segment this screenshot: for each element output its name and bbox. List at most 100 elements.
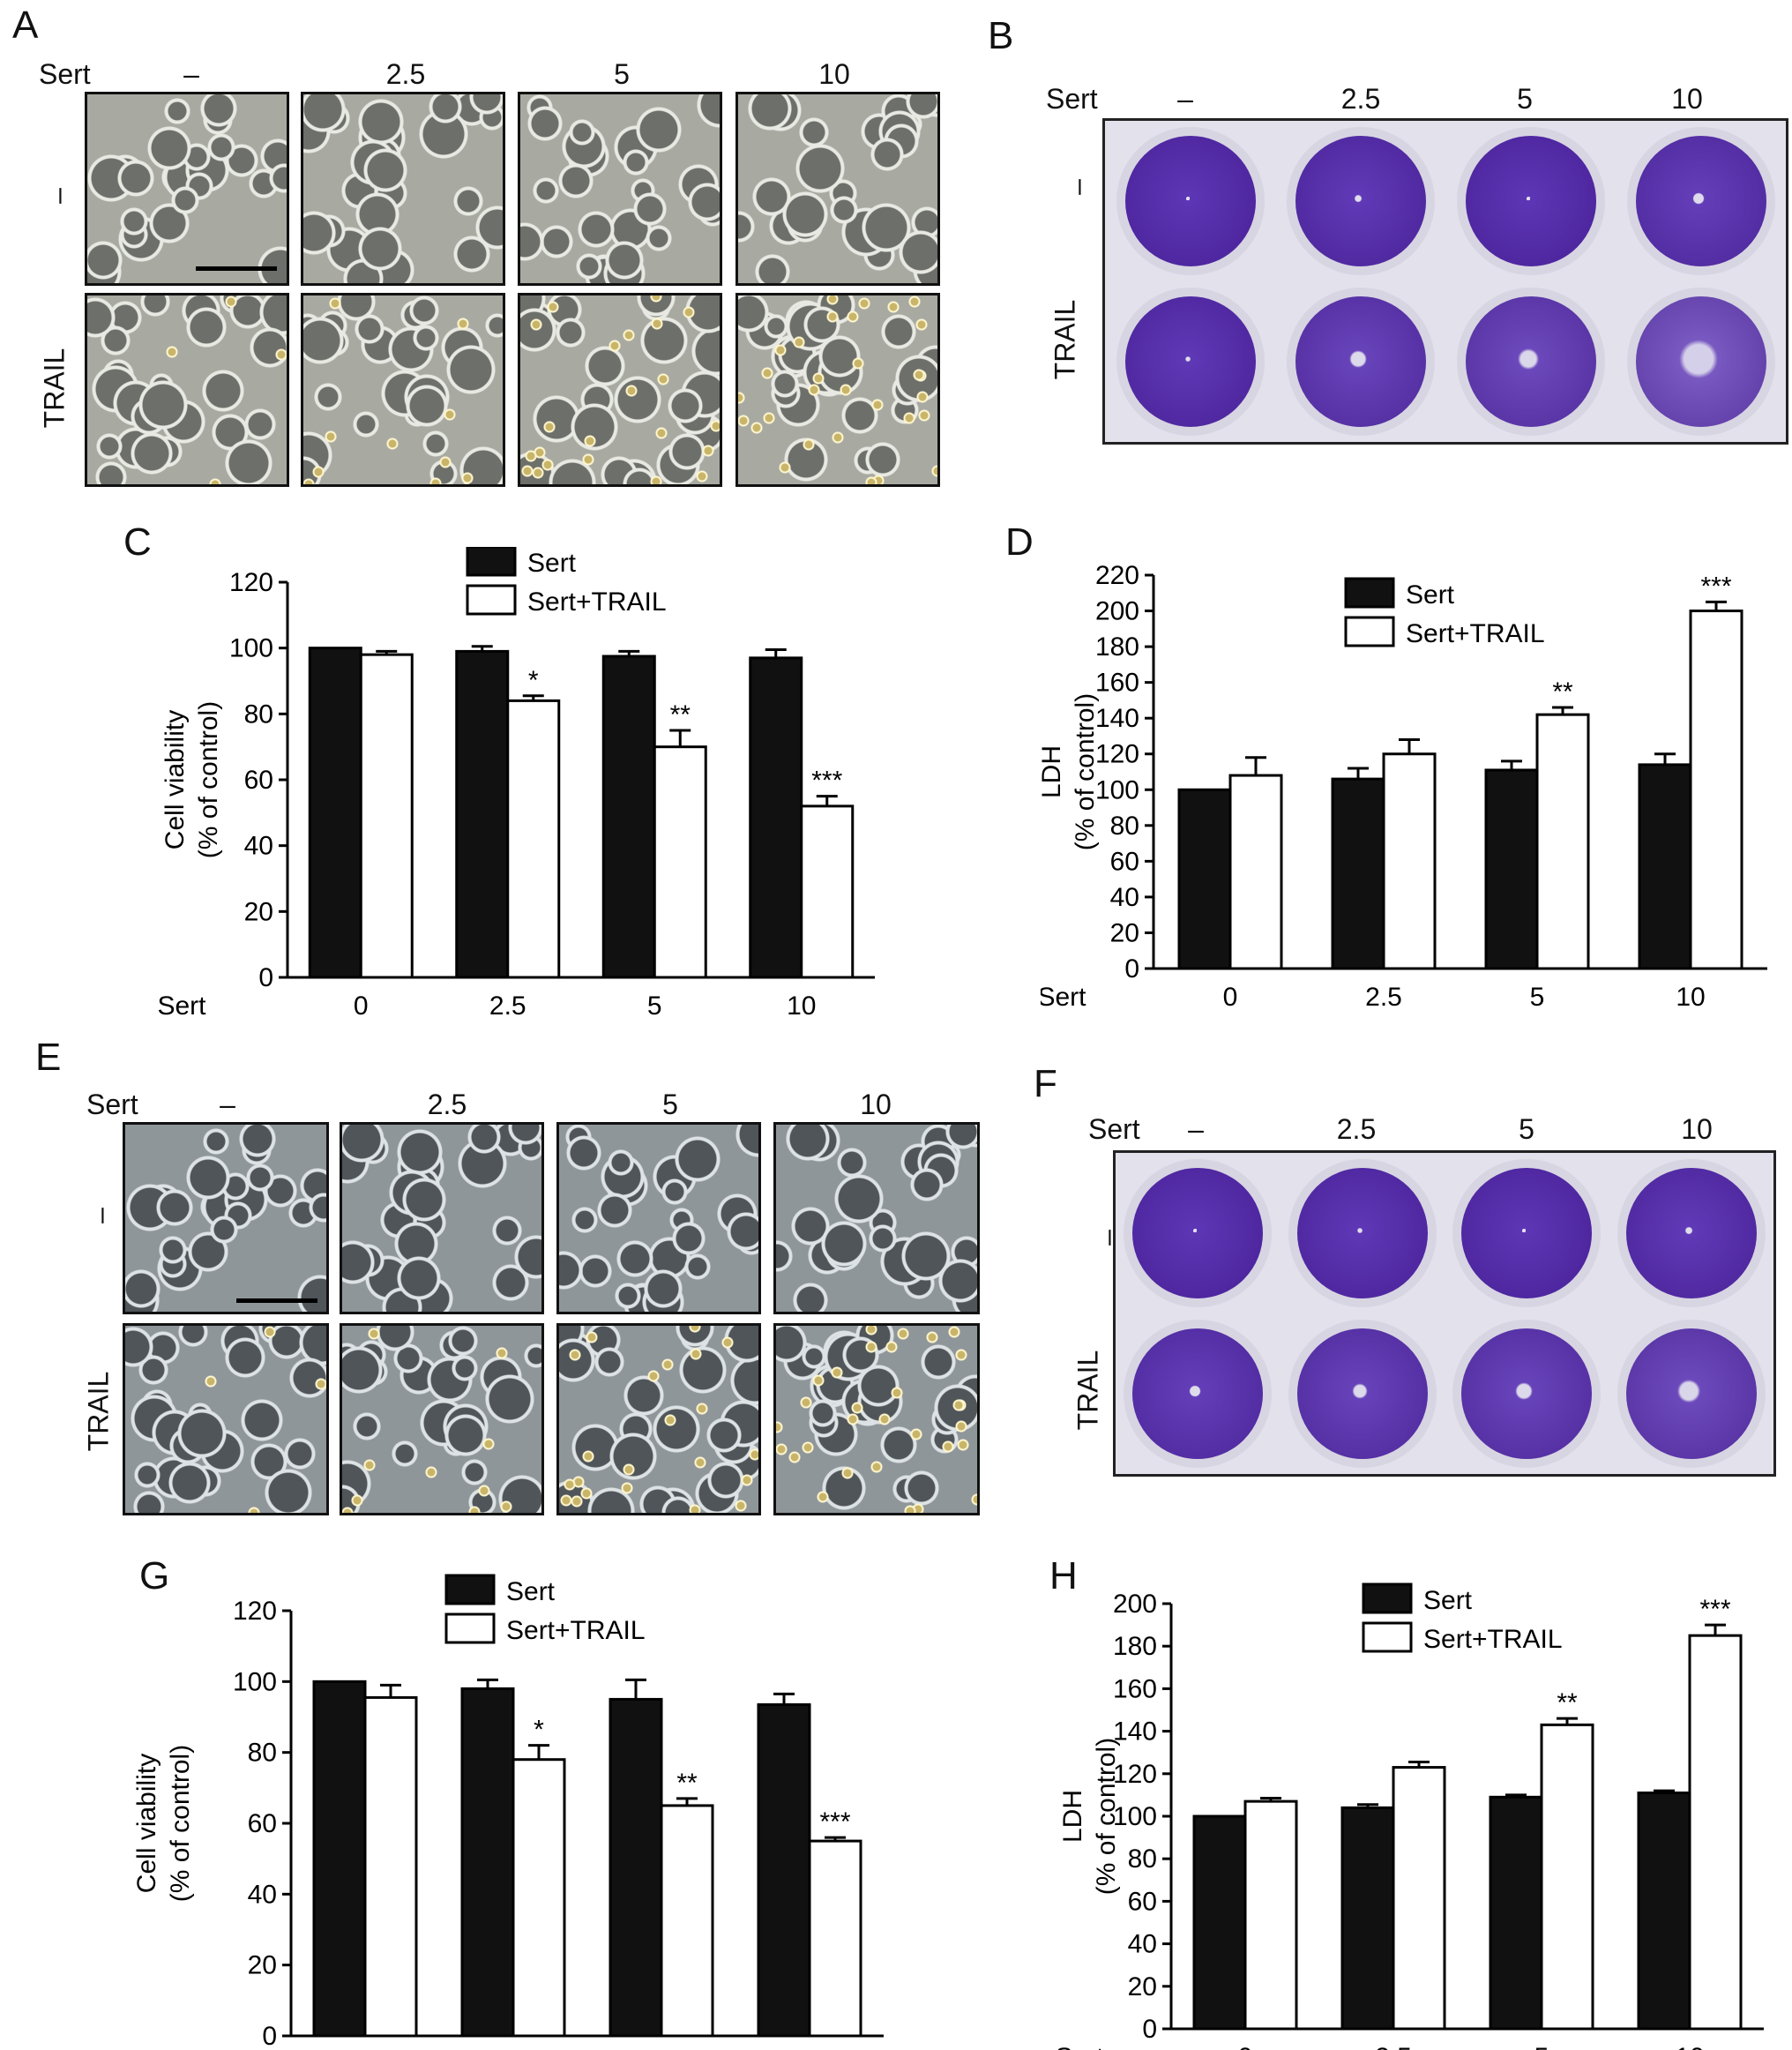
legend-swatch — [1344, 577, 1395, 609]
significance-label: *** — [819, 1807, 850, 1837]
row-label-e-1: TRAIL — [82, 1371, 115, 1452]
col-label-a-2: 5 — [614, 58, 630, 90]
y-tick-label: 80 — [1110, 812, 1139, 841]
legend-label: Sert — [1406, 580, 1455, 610]
y-axis-label: Cell viability — [161, 710, 190, 849]
significance-label: ** — [1557, 1688, 1578, 1717]
micrograph-e-r1-c3 — [773, 1323, 980, 1515]
panel-letter-f: F — [1034, 1062, 1057, 1105]
y-tick-label: 20 — [248, 1951, 277, 1980]
y-axis-label-unit: (% of control) — [166, 1745, 195, 1902]
panel-letter-h: H — [1049, 1554, 1078, 1597]
bar-sert — [1340, 1806, 1395, 2031]
scale-bar-e — [236, 1298, 317, 1303]
bar-sert — [1484, 768, 1539, 970]
y-axis-label-unit: (% of control) — [1071, 693, 1100, 850]
significance-label: *** — [1699, 1595, 1730, 1624]
legend-swatch — [444, 1612, 496, 1644]
legend-label: Sert+TRAIL — [506, 1616, 646, 1645]
bar-sert-trail — [363, 1695, 418, 2038]
y-axis-label-unit: (% of control) — [1092, 1738, 1121, 1895]
significance-label: ** — [676, 1769, 698, 1798]
col-label-b-0: – — [1177, 83, 1193, 115]
y-tick-label: 100 — [1095, 775, 1139, 804]
plate-well — [1124, 1159, 1273, 1307]
micrograph-a-r0-c2 — [518, 92, 722, 286]
col-label-a-0: – — [183, 58, 199, 90]
micrograph-e-r1-c0 — [123, 1323, 329, 1515]
y-tick-label: 140 — [1113, 1717, 1157, 1747]
micrograph-e-r1-c2 — [556, 1323, 761, 1515]
col-label-e-2: 5 — [662, 1089, 678, 1120]
y-tick-label: 40 — [1128, 1930, 1157, 1959]
legend-label: Sert — [506, 1577, 556, 1606]
col-label-e-0: – — [220, 1089, 235, 1120]
x-axis-label: Sert — [1041, 983, 1086, 1012]
micrograph-a-r1-c3 — [735, 293, 940, 487]
row-label-a-1: TRAIL — [38, 348, 71, 429]
y-tick-label: 180 — [1095, 632, 1139, 662]
legend-label: Sert+TRAIL — [1423, 1625, 1563, 1654]
bar-sert-trail — [1540, 1723, 1594, 2031]
x-axis-label: Sert — [157, 991, 206, 1021]
col-label-e-1: 2.5 — [427, 1089, 467, 1120]
micrograph-e-r0-c0 — [123, 1122, 329, 1314]
y-tick-label: 0 — [1142, 2015, 1157, 2044]
plate-well — [1456, 127, 1605, 275]
bar-sert — [749, 656, 803, 979]
bar-sert — [757, 1702, 811, 2038]
significance-label: * — [534, 1716, 544, 1745]
x-tick-label: 0 — [1238, 2043, 1253, 2050]
bar-sert-trail — [506, 699, 561, 979]
plate-well — [1286, 127, 1435, 275]
y-tick-label: 0 — [258, 963, 273, 992]
y-tick-label: 40 — [1110, 883, 1139, 912]
plate-well — [1116, 127, 1265, 275]
row-label-f-1: TRAIL — [1071, 1350, 1104, 1431]
y-tick-label: 0 — [1124, 954, 1139, 984]
panel-letter-a: A — [12, 4, 39, 47]
col-label-f-0: – — [1188, 1113, 1204, 1145]
plate-well — [1617, 1320, 1766, 1468]
micrograph-a-r1-c2 — [518, 293, 722, 487]
sert-label-b: Sert — [1046, 83, 1098, 115]
x-tick-label: 5 — [1530, 983, 1545, 1012]
y-tick-label: 60 — [248, 1809, 277, 1838]
micrograph-a-r1-c0 — [85, 293, 289, 487]
y-tick-label: 80 — [248, 1739, 277, 1768]
y-tick-label: 120 — [233, 1597, 277, 1626]
plate-well — [1456, 288, 1605, 436]
culture-plate-b — [1102, 118, 1788, 445]
y-tick-label: 0 — [262, 2022, 277, 2050]
micrograph-e-r1-c1 — [340, 1323, 544, 1515]
legend-swatch — [1344, 616, 1395, 647]
y-tick-label: 60 — [1110, 847, 1139, 876]
legend-swatch — [444, 1574, 496, 1605]
y-tick-label: 180 — [1113, 1632, 1157, 1661]
x-tick-label: 2.5 — [1365, 983, 1402, 1012]
panel-letter-e: E — [35, 1036, 62, 1079]
col-label-e-3: 10 — [860, 1089, 892, 1120]
x-tick-label: 0 — [354, 991, 369, 1021]
micrograph-a-r0-c3 — [735, 92, 940, 286]
y-tick-label: 160 — [1095, 669, 1139, 698]
bar-sert — [1489, 1795, 1543, 2031]
y-tick-label: 120 — [1113, 1760, 1157, 1789]
plate-well — [1617, 1159, 1766, 1307]
col-label-f-3: 10 — [1681, 1113, 1713, 1145]
x-tick-label: 5 — [647, 991, 662, 1021]
micrograph-e-r0-c3 — [773, 1122, 980, 1314]
legend-label: Sert+TRAIL — [1406, 619, 1545, 648]
plate-well — [1288, 1320, 1437, 1468]
y-tick-label: 160 — [1113, 1674, 1157, 1703]
culture-plate-f — [1113, 1150, 1776, 1477]
significance-label: ** — [1552, 677, 1573, 707]
y-tick-label: 100 — [1113, 1802, 1157, 1831]
bar-sert-trail — [800, 804, 855, 979]
bar-sert-trail — [1382, 752, 1437, 970]
plate-well — [1116, 288, 1265, 436]
y-tick-label: 60 — [1128, 1887, 1157, 1916]
bar-sert — [308, 647, 362, 979]
y-tick-label: 120 — [1095, 740, 1139, 769]
